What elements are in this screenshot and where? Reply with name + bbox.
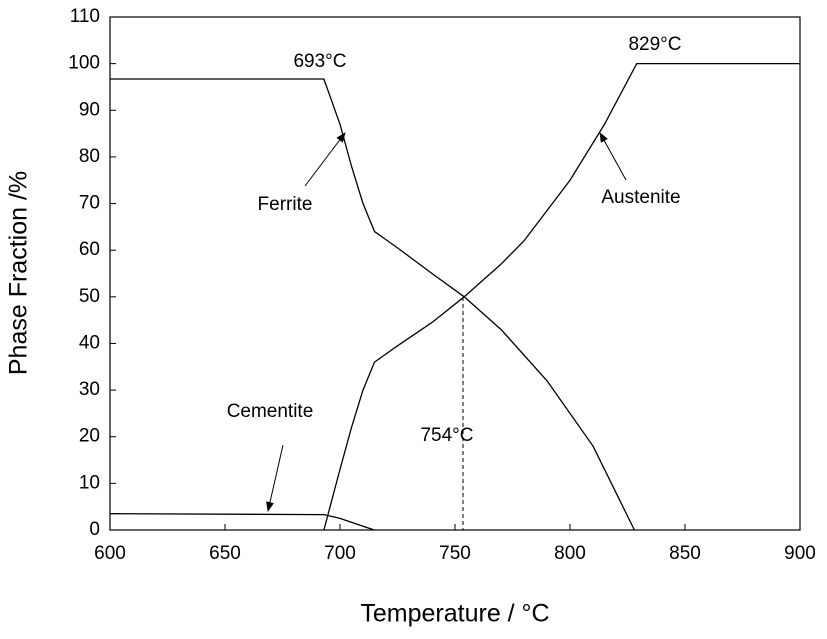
y-tick-label: 100 xyxy=(68,53,100,74)
y-axis-title: Phase Fraction /% xyxy=(5,171,33,375)
x-tick-label: 750 xyxy=(439,543,471,564)
y-tick-label: 110 xyxy=(70,6,100,27)
annotation: Austenite xyxy=(601,187,680,208)
x-tick-label: 700 xyxy=(324,543,356,564)
y-tick-label: 30 xyxy=(79,379,100,400)
x-tick-label: 900 xyxy=(784,543,816,564)
y-tick-label: 80 xyxy=(79,146,100,167)
y-tick-label: 0 xyxy=(89,519,100,540)
annotation: 754°C xyxy=(420,425,473,446)
arrow xyxy=(304,132,346,187)
annotation: 693°C xyxy=(293,51,346,72)
x-axis-title: Temperature / °C xyxy=(360,600,549,628)
y-tick-label: 90 xyxy=(79,99,100,120)
y-tick-label: 70 xyxy=(79,193,100,214)
y-tick-label: 20 xyxy=(79,426,100,447)
series-line xyxy=(109,513,375,531)
y-tick-label: 60 xyxy=(79,239,100,260)
plot-frame xyxy=(109,16,801,531)
y-tick-label: 40 xyxy=(79,332,100,353)
annotation: Cementite xyxy=(227,401,314,422)
annotation: 829°C xyxy=(628,34,681,55)
x-tick-label: 850 xyxy=(669,543,701,564)
x-tick-label: 600 xyxy=(94,543,126,564)
x-tick-label: 650 xyxy=(209,543,241,564)
arrow xyxy=(266,444,284,512)
y-tick-label: 10 xyxy=(79,472,100,493)
series-line xyxy=(110,78,635,531)
annotation: Ferrite xyxy=(258,194,313,215)
x-tick-label: 800 xyxy=(554,543,586,564)
y-tick-label: 50 xyxy=(79,286,100,307)
arrow xyxy=(599,132,627,181)
series-line xyxy=(323,62,800,531)
